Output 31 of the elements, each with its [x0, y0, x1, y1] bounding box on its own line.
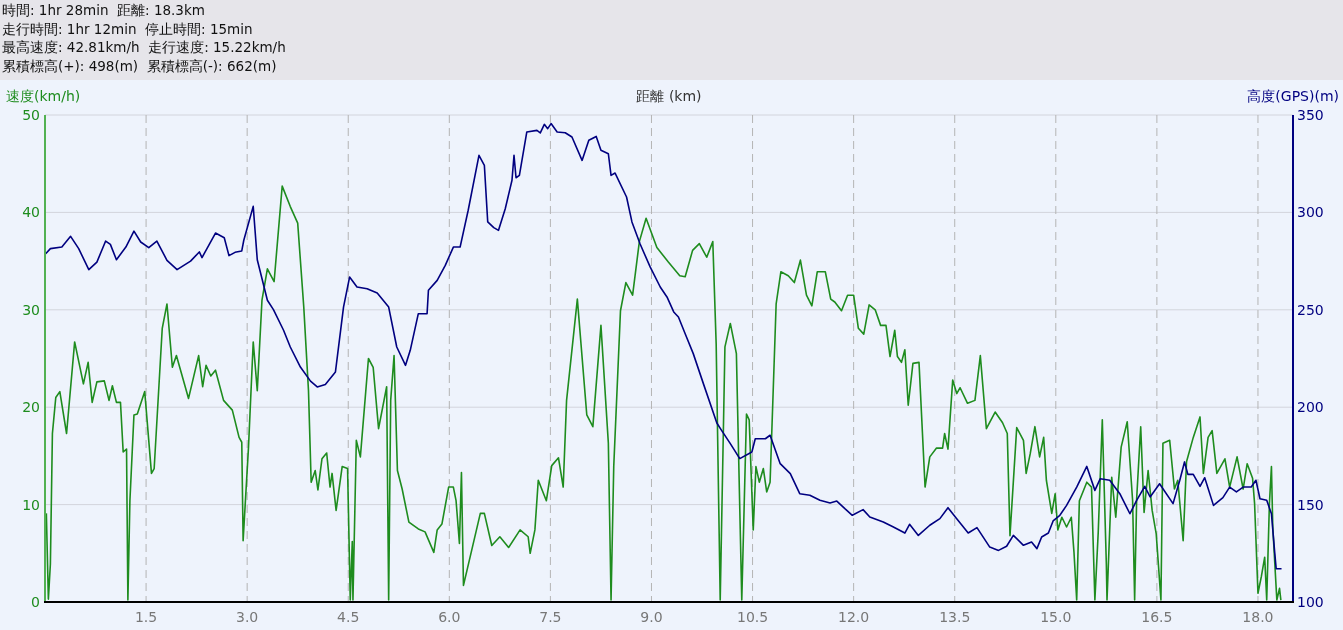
y-tick-label: 10	[22, 496, 40, 513]
x-tick-label: 18.0	[1242, 609, 1274, 625]
x-tick-label: 6.0	[438, 609, 461, 625]
y2-tick-label: 100	[1297, 594, 1324, 610]
y-tick-label: 40	[22, 204, 40, 221]
y-axis-title: 速度(km/h)	[6, 88, 81, 104]
y2-tick-label: 350	[1297, 107, 1324, 123]
y2-tick-label: 200	[1297, 399, 1324, 416]
y-tick-label: 0	[31, 594, 40, 610]
text: 累積標高(+): 498(m) 累積標高(-): 662(m)	[2, 57, 277, 74]
y2-tick-label: 150	[1297, 496, 1324, 513]
text: 最高速度: 42.81km/h 走行速度: 15.22km/h	[2, 39, 286, 55]
text: 走行時間: 1hr 12min 停止時間: 15min	[2, 20, 253, 37]
x-axis-title: 距離 (km)	[636, 88, 702, 104]
y2-axis-title: 高度(GPS)(m)	[1247, 88, 1339, 104]
x-tick-label: 9.0	[640, 609, 663, 625]
text: 時間: 1hr 28min 距離: 18.3km	[2, 2, 205, 18]
x-tick-label: 4.5	[337, 609, 360, 625]
y2-tick-label: 250	[1297, 301, 1324, 318]
x-tick-label: 7.5	[539, 609, 562, 625]
y2-tick-label: 300	[1297, 204, 1324, 221]
y-tick-label: 20	[22, 399, 40, 416]
x-tick-label: 1.5	[134, 609, 158, 625]
x-tick-label: 10.5	[736, 609, 769, 625]
y-tick-label: 50	[22, 107, 40, 123]
y-tick-label: 30	[22, 301, 40, 318]
x-tick-label: 12.0	[838, 609, 870, 625]
x-tick-label: 16.5	[1141, 609, 1173, 625]
x-tick-label: 3.0	[236, 609, 259, 625]
x-tick-label: 15.0	[1040, 609, 1072, 625]
x-tick-label: 13.5	[939, 609, 971, 625]
